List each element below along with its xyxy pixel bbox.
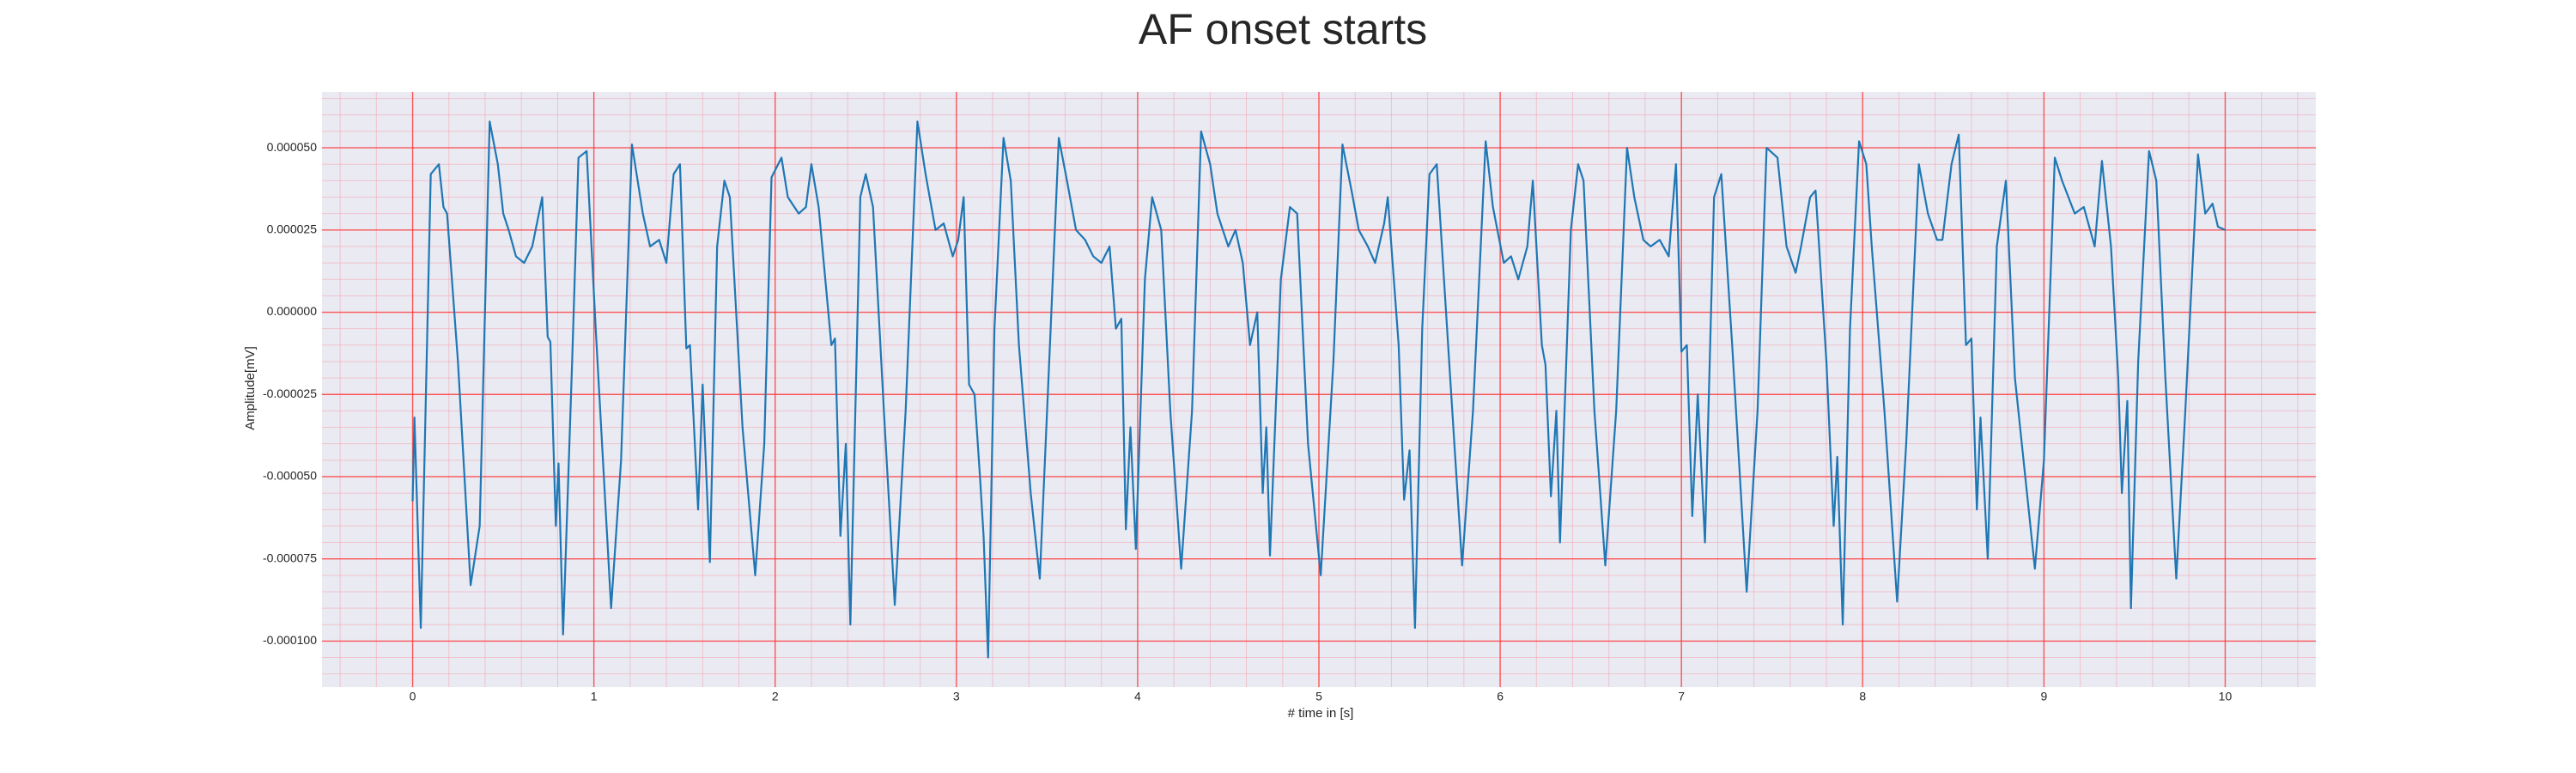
x-tick-label: 3 [953, 690, 960, 703]
x-tick-label: 4 [1134, 690, 1141, 703]
line [411, 120, 2226, 659]
x-tick-label: 5 [1315, 690, 1322, 703]
x-tick-label: 0 [410, 690, 416, 703]
x-tick-label: 7 [1678, 690, 1685, 703]
y-tick-label: -0.000100 [263, 633, 317, 647]
x-tick-label: 9 [2040, 690, 2047, 703]
y-tick-label: -0.000050 [263, 469, 317, 483]
chart-title: AF onset starts [1139, 5, 1427, 53]
x-tick-label: 8 [1859, 690, 1866, 703]
x-axis-label: # time in [s] [1288, 706, 1354, 721]
y-axis-label: Amplitude[mV] [243, 346, 258, 430]
x-tick-label: 1 [591, 690, 598, 703]
y-tick-label: 0.000025 [267, 222, 318, 236]
x-tick-label: 6 [1497, 690, 1504, 703]
x-tick-label: 2 [772, 690, 779, 703]
y-tick-label: 0.000000 [267, 304, 318, 318]
y-tick-label: 0.000050 [267, 140, 318, 154]
y-tick-label: -0.000075 [263, 551, 317, 564]
x-tick-label: 10 [2219, 690, 2233, 703]
y-tick-label: -0.000025 [263, 386, 317, 400]
